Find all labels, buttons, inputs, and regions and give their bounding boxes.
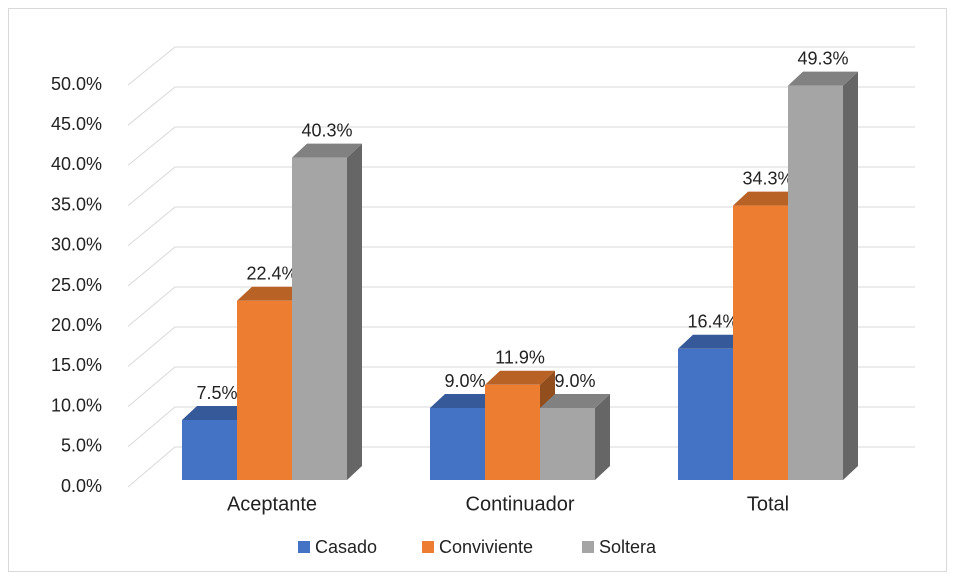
legend-label: Conviviente — [439, 537, 533, 557]
y-tick-label: 50.0% — [51, 74, 102, 94]
data-label: 34.3% — [742, 168, 793, 188]
bar-top — [292, 143, 362, 158]
data-label: 40.3% — [301, 120, 352, 140]
y-tick-label: 20.0% — [51, 315, 102, 335]
bar — [733, 205, 788, 480]
bar — [430, 408, 485, 480]
data-label: 22.4% — [246, 264, 297, 284]
bar-side — [595, 394, 610, 480]
legend-swatch — [422, 541, 434, 553]
bar-top — [788, 71, 858, 86]
bar-top — [540, 394, 610, 408]
y-tick-label: 40.0% — [51, 154, 102, 174]
legend-swatch — [582, 541, 594, 553]
bar — [788, 85, 843, 480]
data-label: 16.4% — [687, 312, 738, 332]
grid-line — [127, 46, 915, 86]
bar — [678, 348, 733, 480]
bar-top — [430, 394, 500, 408]
legend-label: Casado — [315, 537, 377, 557]
bar-top — [237, 286, 307, 301]
data-label: 9.0% — [554, 371, 595, 391]
legend-swatch — [298, 541, 310, 553]
grid-line — [127, 326, 915, 367]
legend-label: Soltera — [599, 537, 657, 557]
bar — [485, 384, 540, 480]
y-tick-label: 5.0% — [61, 436, 102, 456]
data-label: 9.0% — [444, 371, 485, 391]
y-tick-label: 10.0% — [51, 395, 102, 415]
x-tick-label: Aceptante — [227, 493, 317, 515]
bar — [540, 408, 595, 480]
data-label: 11.9% — [495, 348, 545, 368]
y-tick-label: 30.0% — [51, 235, 102, 255]
grid-line — [127, 166, 915, 206]
bar — [182, 420, 237, 480]
grid-line — [127, 406, 915, 448]
grid-line — [127, 446, 915, 488]
x-tick-label: Continuador — [466, 493, 575, 515]
bar-top — [182, 406, 252, 420]
y-tick-label: 35.0% — [51, 194, 102, 214]
grid-line — [127, 246, 915, 287]
bar — [237, 300, 292, 480]
grid-line — [127, 86, 915, 126]
data-label: 7.5% — [196, 383, 237, 403]
data-label: 49.3% — [797, 48, 848, 68]
y-tick-label: 15.0% — [51, 355, 102, 375]
bar-top — [485, 370, 555, 385]
grid-line — [127, 366, 915, 407]
bar-side — [347, 143, 362, 480]
grid-line — [127, 126, 915, 166]
y-tick-label: 0.0% — [61, 476, 102, 496]
bar-side — [843, 71, 858, 480]
y-tick-label: 45.0% — [51, 114, 102, 134]
grid-line — [127, 286, 915, 327]
bar — [292, 157, 347, 480]
grid-line — [127, 206, 915, 247]
x-tick-label: Total — [747, 493, 789, 515]
bar-top — [733, 191, 803, 206]
y-tick-label: 25.0% — [51, 275, 102, 295]
bar-top — [678, 334, 748, 349]
